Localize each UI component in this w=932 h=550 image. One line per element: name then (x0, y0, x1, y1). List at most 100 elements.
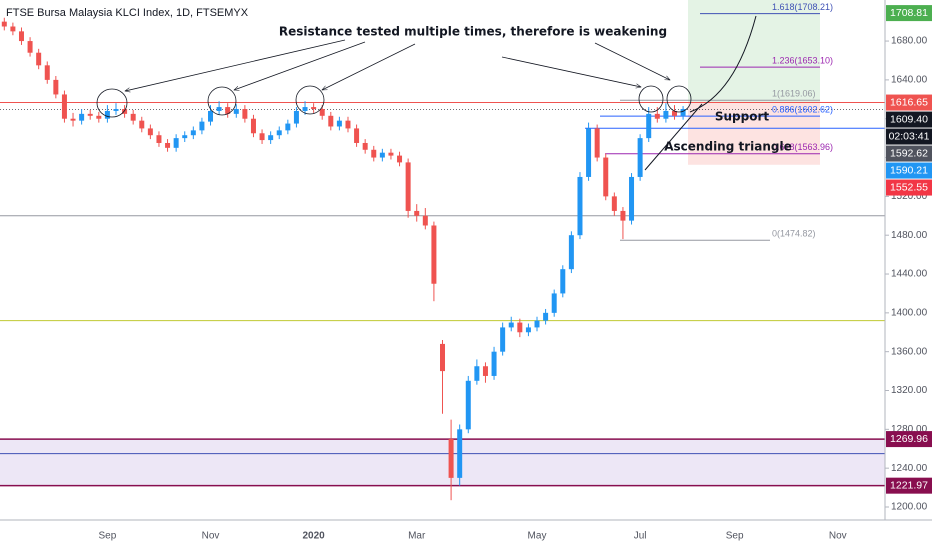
candle-body (208, 110, 214, 122)
x-tick-label: Sep (99, 531, 117, 542)
price-label: 1616.65 (890, 96, 928, 108)
candle-body (431, 225, 437, 284)
price-label: 1221.97 (890, 479, 928, 491)
fib-label: 0.886(1602.62) (772, 105, 833, 115)
candle-body (646, 113, 652, 139)
candle-body (225, 107, 231, 114)
countdown: 02:03:41 (889, 130, 930, 142)
price-label: 1592.62 (890, 147, 928, 159)
candle-body (517, 322, 523, 333)
candle-body (663, 110, 669, 119)
candle-body (18, 31, 24, 42)
x-tick-label: Mar (408, 531, 426, 542)
fib-label: 0.618(1563.96) (772, 142, 833, 152)
candle-body (568, 235, 574, 270)
candle-body (354, 128, 360, 143)
arrow (501, 56, 641, 87)
candle-body (577, 176, 583, 236)
candle-body (345, 120, 351, 129)
fib-label: 1.236(1653.10) (772, 56, 833, 66)
trend-line (644, 103, 703, 171)
y-tick-label: 1680.00 (891, 36, 928, 47)
candle-body (611, 196, 617, 211)
annotation: Ascending triangle (664, 140, 792, 154)
candle-body (440, 343, 445, 372)
candle-body (594, 128, 600, 158)
candle-body (371, 149, 377, 158)
x-tick-label: Nov (202, 531, 220, 542)
candle-body (216, 107, 222, 111)
price-label-bg (886, 111, 932, 128)
candle-body (388, 152, 394, 156)
demand-zone (0, 439, 885, 486)
fib-label: 1(1619.06) (772, 89, 816, 99)
candle-body (293, 110, 299, 124)
price-label-bg (886, 145, 932, 162)
price-label-bg (886, 477, 932, 494)
candle-body (259, 133, 265, 141)
arrow (322, 43, 416, 91)
circle (207, 86, 237, 116)
price-axis-bg (885, 0, 932, 550)
candle-body (182, 135, 188, 139)
circle (638, 85, 664, 113)
candle-body (96, 115, 102, 119)
candle-body (629, 176, 635, 221)
y-tick-label: 1640.00 (891, 75, 928, 86)
underlay: 1.618(1708.21) 1.236(1653.10) 1(1619.06) 0.… (0, 0, 885, 487)
y-tick-label: 1280.00 (891, 424, 928, 435)
candle-body (122, 109, 128, 114)
arrow (234, 41, 366, 90)
candle-body (53, 79, 59, 95)
loss-zone (688, 102, 820, 165)
candle-body (328, 115, 334, 127)
candle-body (10, 26, 16, 32)
candle-body (671, 110, 677, 116)
candle-body (457, 429, 463, 478)
candle-body (405, 162, 411, 211)
price-label-bg (886, 5, 932, 22)
candle-body (190, 130, 196, 136)
arrow (125, 39, 346, 91)
circles (96, 85, 692, 118)
candle-body (27, 41, 33, 53)
x-tick-label: Jul (634, 531, 647, 542)
candle-body (87, 113, 93, 116)
drawings: Resistance tested multiple times, theref… (6, 7, 792, 171)
circle (666, 85, 692, 113)
price-label-bg (886, 94, 932, 111)
triangle-lines (644, 15, 757, 171)
candle-body (603, 157, 609, 197)
time-axis-bg (0, 520, 932, 550)
annotation: Resistance tested multiple times, theref… (279, 25, 667, 39)
y-tick-label: 1400.00 (891, 307, 928, 318)
candle-body (551, 293, 557, 313)
y-tick-label: 1480.00 (891, 230, 928, 241)
profit-zone (688, 0, 820, 103)
candle-body (336, 120, 342, 127)
y-tick-label: 1360.00 (891, 346, 928, 357)
candle-body (543, 312, 549, 321)
candle-body (36, 52, 42, 66)
candle-body (311, 107, 317, 110)
countdown-bg (886, 128, 932, 145)
candle-body (525, 327, 531, 333)
fib-label: 1.618(1708.21) (772, 2, 833, 12)
fib-label: 0(1474.82) (772, 229, 816, 239)
annotation: Support (715, 110, 770, 124)
candle-body (276, 130, 282, 136)
candle-body (79, 113, 85, 121)
candle-body (500, 327, 506, 352)
price-label: 1708.81 (890, 7, 928, 19)
candle-body (680, 109, 686, 116)
arrow (594, 42, 670, 81)
price-label: 1609.40 (890, 113, 928, 125)
candle-body (534, 320, 540, 328)
candle-body (448, 439, 454, 478)
price-label-bg (886, 179, 932, 196)
y-tick-label: 1200.00 (891, 502, 928, 513)
candle-body (61, 94, 67, 119)
candle-body (250, 118, 256, 134)
